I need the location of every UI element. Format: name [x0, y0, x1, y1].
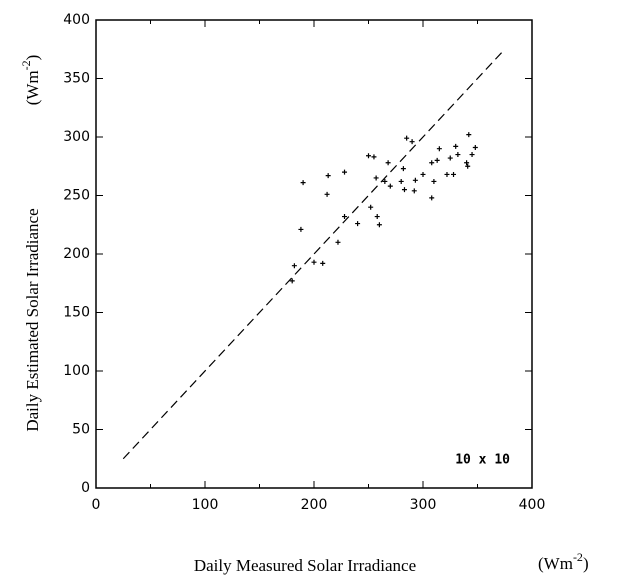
- y-tick-label: 100: [63, 363, 90, 379]
- y-tick-label: 150: [63, 305, 90, 321]
- unit-part: (Wm: [23, 70, 42, 105]
- point: [371, 154, 377, 160]
- point: [335, 239, 341, 245]
- point: [376, 222, 382, 228]
- point: [466, 132, 472, 138]
- point: [465, 163, 471, 169]
- point: [325, 173, 331, 179]
- x-axis-unit: (Wm-2): [538, 550, 589, 573]
- point: [434, 157, 440, 163]
- point: [398, 178, 404, 184]
- unit-part: (Wm: [538, 554, 573, 573]
- point: [366, 153, 371, 159]
- y-axis-label: Daily Estimated Solar Irradiance: [23, 208, 42, 431]
- point: [436, 146, 442, 152]
- point: [411, 188, 417, 194]
- unit-part: ): [583, 554, 589, 573]
- y-axis-unit: (Wm-2): [19, 55, 42, 106]
- point: [404, 135, 410, 141]
- annotation: 10 x 10: [455, 453, 510, 468]
- point: [431, 178, 437, 184]
- y-tick-label: 0: [81, 480, 90, 496]
- point: [355, 221, 361, 227]
- x-tick-label: 0: [92, 497, 101, 513]
- unit-exponent: -2: [573, 550, 583, 564]
- point: [373, 175, 379, 181]
- point: [342, 214, 348, 220]
- x-axis-label: Daily Measured Solar Irradiance: [194, 556, 416, 575]
- point: [400, 166, 406, 172]
- point: [291, 263, 297, 269]
- point: [412, 177, 418, 183]
- point: [382, 178, 388, 184]
- point: [401, 187, 407, 193]
- x-tick-label: 300: [410, 497, 437, 513]
- point: [420, 171, 426, 177]
- point: [385, 160, 391, 166]
- point: [472, 145, 478, 151]
- point: [342, 169, 348, 175]
- reference-line: [122, 48, 506, 460]
- unit-part: ): [23, 55, 42, 61]
- y-tick-label: 400: [63, 12, 90, 28]
- point: [387, 183, 393, 189]
- point: [447, 155, 453, 161]
- point: [374, 214, 380, 220]
- y-tick-label: 300: [63, 129, 90, 145]
- unit-exponent: -2: [19, 60, 33, 70]
- x-tick-label: 400: [519, 497, 546, 513]
- point: [300, 180, 306, 186]
- point: [311, 259, 317, 265]
- y-tick-label: 250: [63, 188, 90, 204]
- point: [429, 195, 435, 201]
- point: [455, 152, 461, 158]
- point: [429, 160, 435, 166]
- y-tick-label: 50: [72, 422, 90, 438]
- x-tick-label: 100: [192, 497, 219, 513]
- point: [320, 260, 326, 266]
- point: [289, 278, 295, 284]
- point: [453, 143, 459, 149]
- point: [444, 171, 450, 177]
- point: [469, 152, 475, 158]
- plot-frame: [95, 19, 533, 489]
- point: [298, 226, 304, 232]
- y-tick-label: 200: [63, 246, 90, 262]
- point: [368, 204, 374, 210]
- x-tick-label: 200: [301, 497, 328, 513]
- point: [409, 139, 415, 145]
- point: [324, 191, 330, 197]
- point: [451, 171, 457, 177]
- point: [464, 160, 470, 166]
- y-tick-label: 350: [63, 71, 90, 87]
